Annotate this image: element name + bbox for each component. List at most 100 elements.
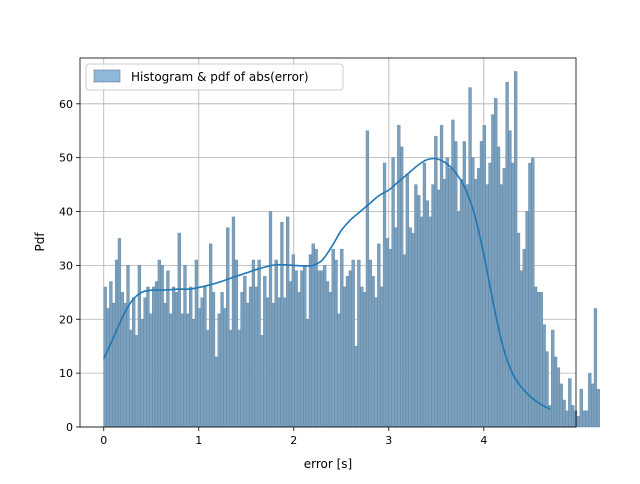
histogram-bar: [220, 292, 224, 428]
histogram-bar: [194, 259, 199, 428]
histogram-bar: [157, 259, 161, 428]
histogram-bar: [149, 313, 153, 428]
histogram-bar: [331, 249, 335, 428]
histogram-bar: [143, 297, 147, 428]
histogram-bar: [414, 184, 418, 428]
histogram-bar: [260, 335, 264, 428]
histogram-bar: [191, 319, 196, 428]
histogram-bar: [271, 302, 275, 428]
histogram-bar: [562, 399, 566, 428]
histogram-bar: [442, 179, 447, 428]
histogram-bar: [360, 286, 364, 428]
histogram-bar: [328, 292, 333, 428]
histogram-bar: [263, 275, 267, 428]
histogram-bar: [576, 416, 581, 428]
histogram-bar: [514, 71, 518, 428]
histogram-bar: [257, 259, 261, 428]
histogram-bar: [533, 286, 538, 428]
histogram-bar: [283, 297, 287, 428]
histogram-bar: [268, 211, 273, 428]
histogram-bar: [234, 259, 238, 428]
histogram-bar: [243, 275, 247, 428]
x-axis-ticks: 0 1 2 3 4: [100, 427, 487, 447]
histogram-bar: [137, 265, 142, 428]
histogram-bar: [553, 356, 558, 428]
histogram-bar: [365, 130, 370, 428]
histogram-bar: [109, 281, 113, 428]
histogram-bar: [556, 367, 561, 428]
legend-entry: Histogram & pdf of abs(error): [131, 70, 309, 84]
histogram-bar: [374, 297, 378, 428]
histogram-bar: [189, 286, 193, 428]
histogram-bar: [354, 345, 358, 428]
histogram-bar: [134, 335, 139, 428]
histogram-bar: [536, 292, 541, 428]
histogram-bar: [171, 286, 176, 428]
histogram-bar: [419, 216, 424, 428]
histogram-bar: [588, 372, 592, 428]
histogram-bar: [459, 179, 464, 428]
histogram-bar: [368, 259, 372, 428]
histogram-bar: [408, 227, 412, 428]
histogram-bar: [174, 292, 179, 428]
histogram-bar: [140, 319, 144, 428]
histogram-bar: [106, 308, 110, 428]
histogram-bar: [468, 87, 472, 428]
histogram-bar: [325, 281, 330, 428]
histogram-bar: [516, 232, 521, 428]
histogram-bar: [445, 157, 449, 428]
histogram-bar: [382, 162, 387, 428]
histogram-bar: [300, 270, 304, 428]
histogram-bar: [334, 259, 338, 428]
histogram-bar: [582, 410, 586, 428]
histogram-bar: [431, 184, 435, 428]
histogram-bar: [559, 383, 563, 428]
histogram-bar: [494, 98, 498, 428]
histogram-bar: [348, 270, 352, 428]
histogram-bar: [434, 135, 438, 428]
histogram-bar: [585, 410, 589, 428]
histogram-bar: [163, 302, 167, 428]
histogram-bar: [177, 232, 181, 428]
y-tick-label: 20: [59, 313, 73, 326]
histogram-bar: [400, 146, 404, 428]
histogram-bar: [226, 227, 230, 428]
legend-swatch: [93, 69, 121, 83]
histogram-bar: [568, 378, 572, 428]
histogram-bar: [345, 275, 350, 428]
y-tick-label: 40: [59, 206, 73, 219]
histogram-bar: [186, 313, 190, 428]
histogram-bar: [200, 297, 204, 428]
histogram-bar: [211, 292, 216, 428]
histogram-bar: [277, 297, 281, 428]
histogram-bar: [152, 286, 156, 428]
histogram-bar: [499, 184, 504, 428]
histogram-bar: [571, 405, 575, 428]
histogram-bar: [146, 286, 150, 428]
histogram-bar: [248, 286, 253, 428]
histogram-bar: [380, 286, 384, 428]
histogram-bar: [565, 410, 569, 428]
histogram-bar: [502, 168, 506, 428]
x-axis-label: error [s]: [304, 457, 352, 471]
histogram-bar: [491, 114, 495, 428]
histogram-bar: [314, 249, 318, 428]
histogram-bar: [479, 141, 484, 428]
histogram-bar: [471, 157, 475, 428]
x-tick-label: 1: [195, 434, 202, 447]
histogram-bar: [411, 232, 415, 428]
histogram-bar: [485, 184, 489, 428]
histogram-bar: [596, 389, 600, 428]
histogram-bar: [305, 319, 310, 428]
histogram-bar: [297, 292, 301, 428]
histogram-bar: [169, 313, 173, 428]
histogram-bar: [417, 195, 421, 428]
histogram-bar: [154, 281, 159, 428]
y-axis-ticks: 0 10 20 30 40 50 60: [59, 98, 80, 434]
histogram-bar: [476, 168, 481, 428]
histogram-bar: [120, 292, 124, 428]
y-axis-label: Pdf: [33, 232, 47, 252]
histogram-bar: [285, 216, 290, 428]
histogram-bar: [228, 329, 233, 428]
